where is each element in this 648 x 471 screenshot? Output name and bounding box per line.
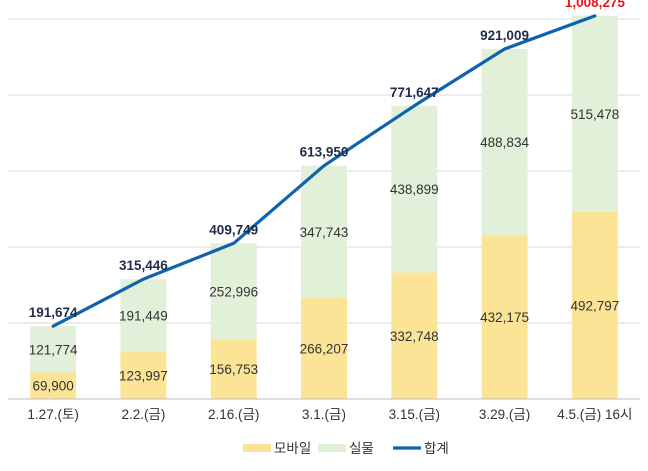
bar-mobile xyxy=(210,339,257,399)
x-tick-label: 4.5.(금) 16시 xyxy=(557,407,632,422)
total-value-label: 771,647 xyxy=(390,85,439,100)
total-value-label: 315,446 xyxy=(119,258,168,273)
bar-value-label: 488,834 xyxy=(480,135,529,150)
x-axis: 1.27.(토) 2.2.(금) 2.16.(금) 3.1.(금) 3.15.(금) 3.… xyxy=(8,398,640,422)
data-labels: 69,900 121,774 123,997 191,449 156,753 252,99… xyxy=(29,0,626,394)
bar-mobile xyxy=(571,211,618,399)
x-tick-label: 3.29.(금) xyxy=(479,407,530,422)
legend-label: 실물 xyxy=(349,441,374,456)
x-tick-label: 2.16.(금) xyxy=(208,407,259,422)
legend-swatch xyxy=(243,444,271,452)
bar-value-label: 191,449 xyxy=(119,309,168,324)
bar-value-label: 492,797 xyxy=(570,298,619,313)
bar-value-label: 121,774 xyxy=(29,342,78,357)
legend-label: 모바일 xyxy=(274,441,311,456)
bars xyxy=(30,15,618,399)
bar-physical xyxy=(30,326,77,373)
bar-mobile xyxy=(391,272,438,399)
total-line xyxy=(51,14,597,328)
bar-value-label: 156,753 xyxy=(209,362,258,377)
bar-value-label: 266,207 xyxy=(300,341,349,356)
bar-mobile xyxy=(481,234,528,399)
bar-value-label: 438,899 xyxy=(390,182,439,197)
bar-physical xyxy=(391,105,438,273)
legend: 모바일 실물 합계 xyxy=(243,441,449,456)
total-line-path xyxy=(51,14,597,328)
bar-value-label: 123,997 xyxy=(119,368,168,383)
bar-value-label: 432,175 xyxy=(480,310,529,325)
bar-value-label: 347,743 xyxy=(300,225,349,240)
x-tick-label: 2.2.(금) xyxy=(121,407,165,422)
bar-value-label: 252,996 xyxy=(209,284,258,299)
bar-mobile xyxy=(30,372,77,399)
legend-label: 합계 xyxy=(424,441,449,456)
bar-physical xyxy=(571,15,618,212)
total-value-label: 921,009 xyxy=(480,28,529,43)
x-tick-label: 1.27.(토) xyxy=(27,407,78,422)
x-tick-label: 3.1.(금) xyxy=(302,407,346,422)
total-value-label: 1,008,275 xyxy=(565,0,626,10)
legend-swatch xyxy=(318,444,346,452)
bar-value-label: 332,748 xyxy=(390,329,439,344)
total-value-label: 191,674 xyxy=(29,305,78,320)
bar-value-label: 515,478 xyxy=(570,107,619,122)
bar-physical xyxy=(481,49,528,235)
bar-physical xyxy=(210,243,257,340)
x-tick-label: 3.15.(금) xyxy=(389,407,440,422)
bar-physical xyxy=(120,279,167,352)
bar-mobile xyxy=(301,297,347,399)
bar-physical xyxy=(301,165,347,298)
bar-value-label: 69,900 xyxy=(32,379,73,394)
bar-mobile xyxy=(120,351,167,399)
total-value-label: 409,749 xyxy=(209,222,258,237)
total-value-label: 613,950 xyxy=(300,145,349,160)
